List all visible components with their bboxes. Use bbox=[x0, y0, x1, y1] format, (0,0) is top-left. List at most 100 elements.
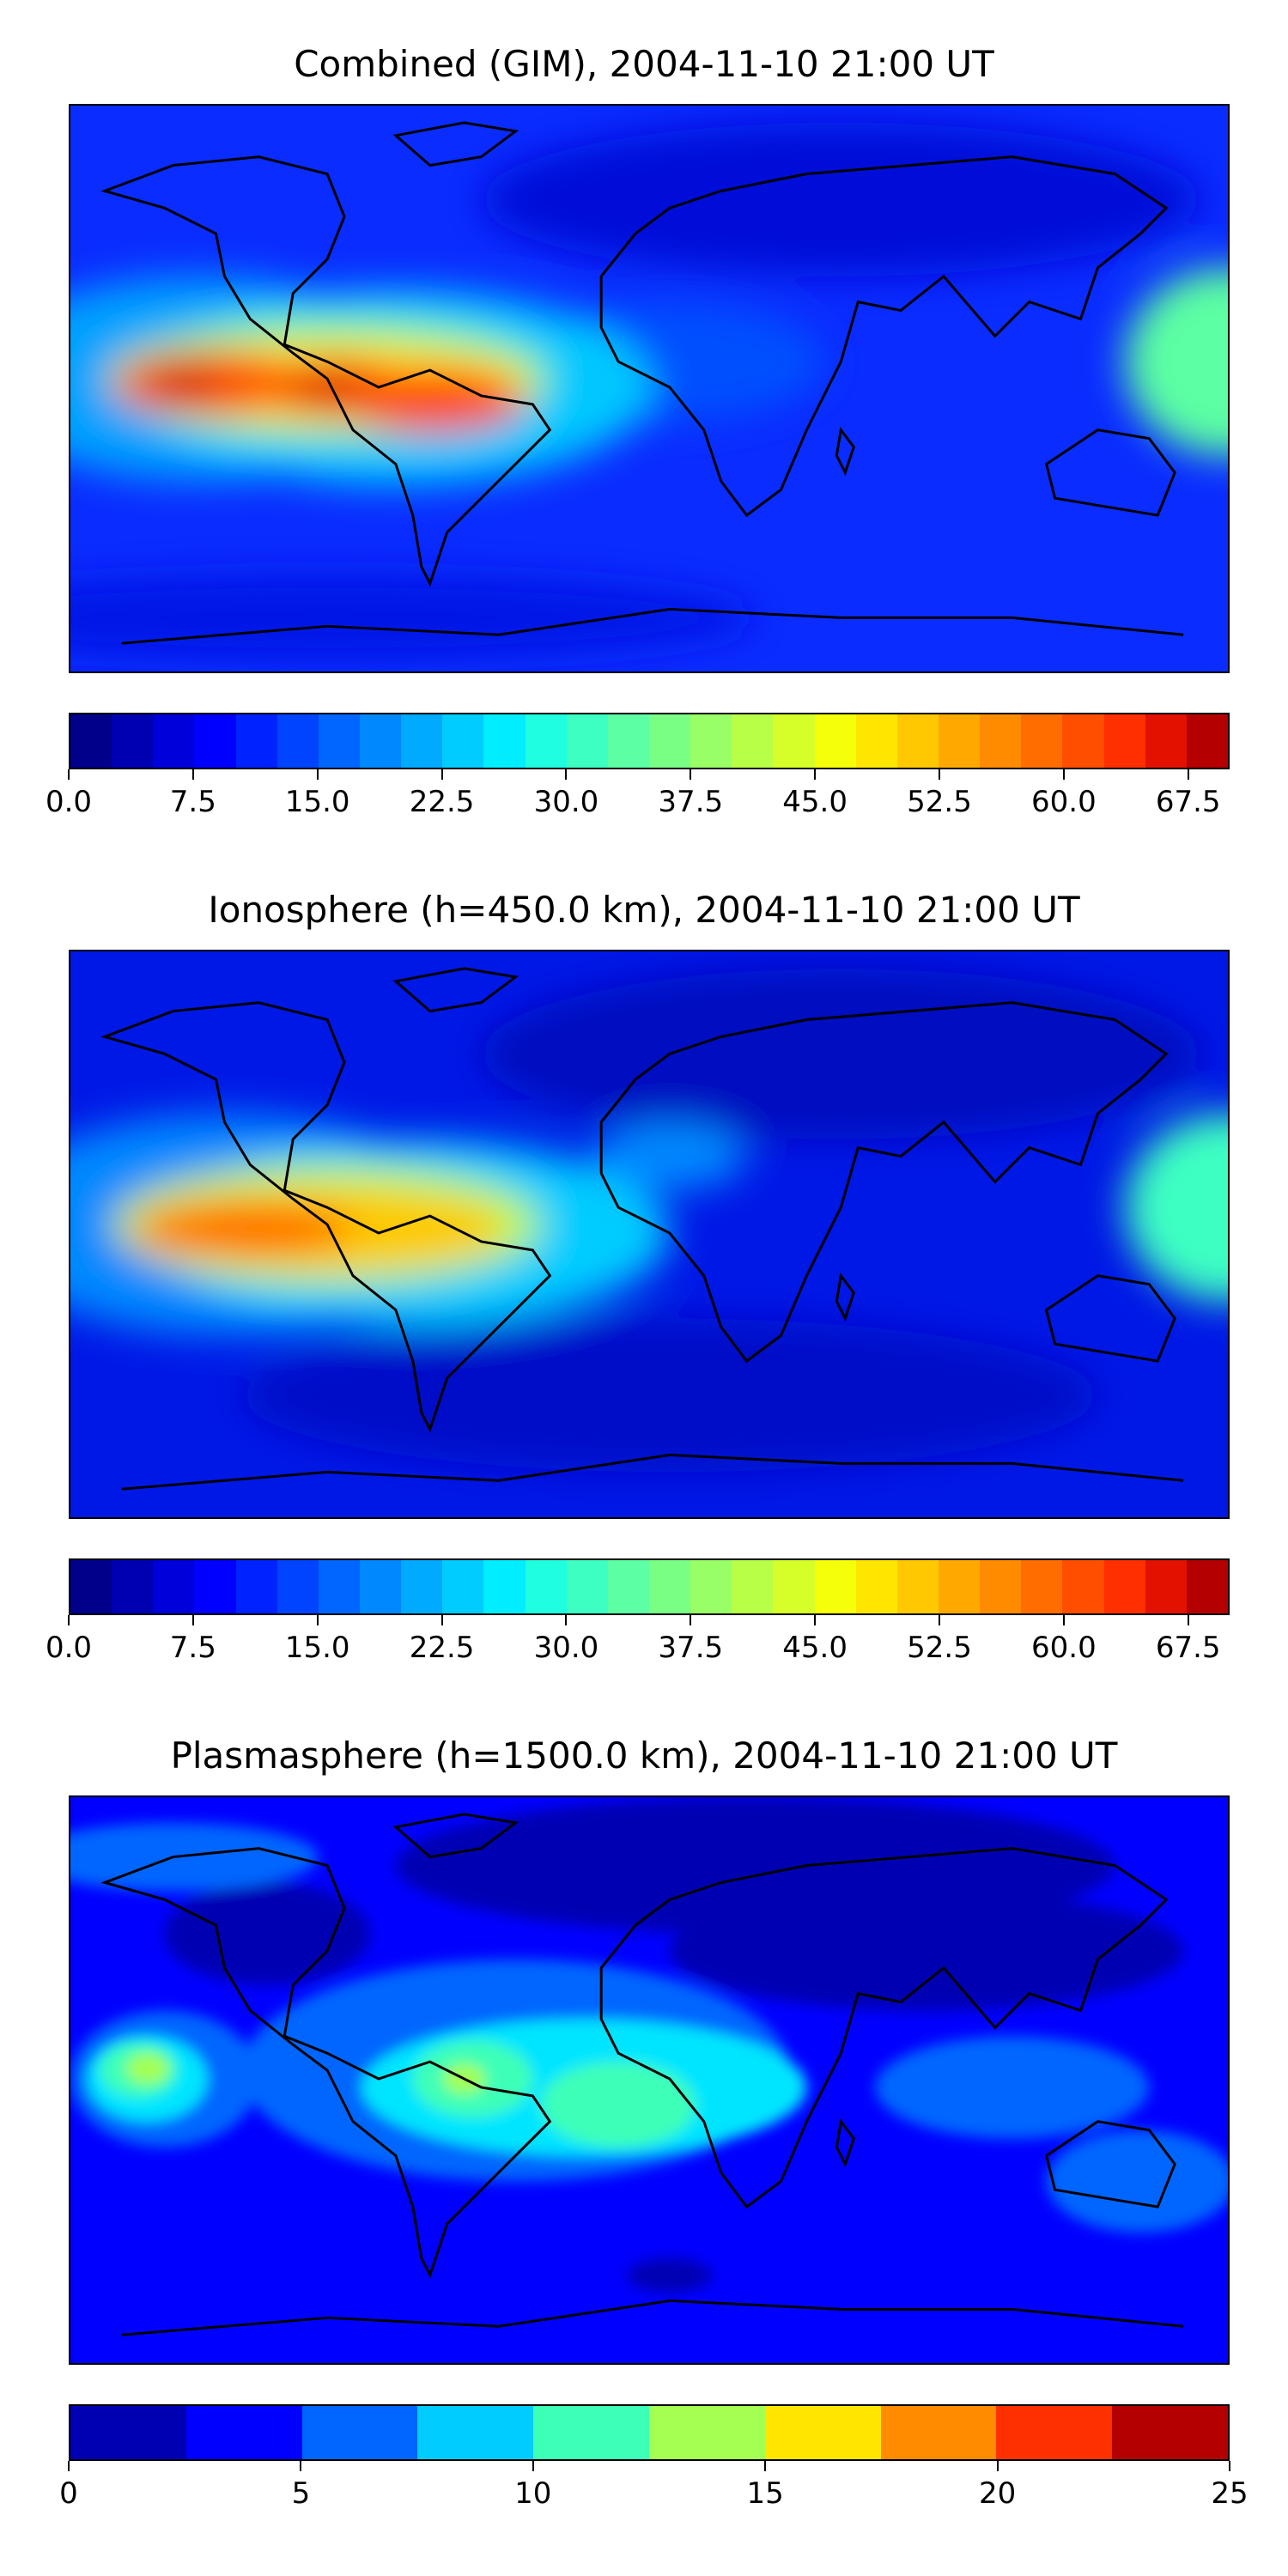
peak-region bbox=[541, 2062, 696, 2148]
colorbar-tick-label: 45.0 bbox=[782, 1631, 848, 1665]
colorbar-tick-label: 30.0 bbox=[533, 1631, 599, 1665]
colorbar-segment bbox=[566, 714, 608, 768]
low-region bbox=[481, 968, 1201, 1139]
colorbar-segment bbox=[112, 714, 154, 768]
colorbar-segment bbox=[996, 2406, 1113, 2459]
coastlines bbox=[100, 967, 1184, 1491]
colorbar-segment bbox=[235, 714, 277, 768]
colorbar-segment bbox=[648, 1560, 691, 1613]
colorbar-segment bbox=[607, 714, 649, 768]
colorbar-segment bbox=[690, 1560, 732, 1613]
colorbar-segment bbox=[1021, 1560, 1063, 1613]
colorbar-tick-label: 22.5 bbox=[409, 785, 475, 819]
colorbar-tick bbox=[191, 769, 194, 780]
mid-region bbox=[1046, 2129, 1228, 2233]
colorbar-segment bbox=[401, 714, 443, 768]
map-ionosphere bbox=[69, 950, 1230, 1519]
colorbar-tick-label: 7.5 bbox=[169, 785, 216, 819]
colorbar-tick-label: 20 bbox=[978, 2476, 1017, 2511]
colorbar-tick-label: 60.0 bbox=[1030, 1631, 1097, 1665]
panel-title-plasmasphere: Plasmasphere (h=1500.0 km), 2004-11-10 2… bbox=[170, 1735, 1118, 1777]
colorbar-segment bbox=[112, 1560, 154, 1613]
high-region bbox=[1125, 267, 1228, 456]
colorbar-segment bbox=[896, 714, 939, 768]
colorbar-segment bbox=[359, 1560, 402, 1613]
colorbar-segment bbox=[566, 1560, 608, 1613]
colorbar-segment bbox=[70, 714, 112, 768]
coastlines bbox=[100, 121, 1184, 645]
colorbar-tick bbox=[316, 1615, 319, 1625]
colorbar-tick bbox=[814, 1615, 817, 1625]
colorbar-segment bbox=[732, 714, 774, 768]
colorbar-tick-label: 67.5 bbox=[1155, 785, 1221, 819]
colorbar-segment bbox=[980, 714, 1022, 768]
colorbar-segment bbox=[980, 1560, 1022, 1613]
colorbar-segment bbox=[301, 2406, 418, 2459]
colorbar-tick bbox=[690, 1615, 692, 1625]
colorbar-tick-label: 60.0 bbox=[1030, 785, 1097, 819]
colorbar-tick-label: 10 bbox=[514, 2476, 552, 2511]
colorbar-segment bbox=[1062, 1560, 1104, 1613]
colorbar-tick-label: 37.5 bbox=[658, 785, 724, 819]
colorbar-segment bbox=[70, 2406, 186, 2459]
peak-region bbox=[125, 2053, 169, 2084]
colorbar-segment bbox=[194, 714, 236, 768]
colorbar-segment bbox=[1103, 714, 1145, 768]
colorbar-segment bbox=[648, 2406, 765, 2459]
colorbar-tick-label: 45.0 bbox=[782, 785, 848, 819]
colorbar-tick bbox=[939, 769, 940, 780]
colorbar-segment bbox=[764, 2406, 881, 2459]
peak-region bbox=[143, 368, 221, 398]
colorbar-segment bbox=[153, 714, 195, 768]
colorbar-tick bbox=[68, 769, 70, 780]
colorbar-segment bbox=[401, 1560, 443, 1613]
colorbar-segment bbox=[442, 714, 484, 768]
coastlines bbox=[100, 1813, 1184, 2336]
colorbar-tick-label: 15 bbox=[746, 2476, 784, 2511]
colorbar-ionosphere bbox=[69, 1558, 1230, 1615]
colorbar-segment bbox=[814, 714, 856, 768]
colorbar-tick bbox=[690, 769, 692, 780]
colorbar-segment bbox=[483, 1560, 526, 1613]
colorbar-tick-label: 0.0 bbox=[45, 1631, 93, 1665]
colorbar-segment bbox=[235, 1560, 277, 1613]
peak-region bbox=[336, 368, 525, 433]
colorbar-segment bbox=[880, 2406, 997, 2459]
colorbar-segment bbox=[896, 1560, 939, 1613]
peak-region bbox=[293, 374, 361, 401]
colorbar-segment bbox=[773, 1560, 815, 1613]
colorbar-segment bbox=[276, 1560, 319, 1613]
colorbar-ticks-combined: 0.0 7.5 15.0 22.5 30.0 37.5 45.0 52.5 60.0 67.5 bbox=[46, 769, 1230, 821]
colorbar-segment bbox=[417, 2406, 534, 2459]
colorbar-tick-label: 37.5 bbox=[658, 1631, 724, 1665]
colorbar-tick bbox=[565, 769, 568, 780]
low-region bbox=[241, 1318, 1098, 1473]
colorbar-tick bbox=[996, 2461, 999, 2471]
colorbar-tick-label: 30.0 bbox=[533, 785, 599, 819]
colorbar-segment bbox=[533, 2406, 649, 2459]
colorbar-segment bbox=[607, 1560, 649, 1613]
colorbar-tick-label: 25 bbox=[1211, 2476, 1249, 2511]
colorbar-segment bbox=[938, 714, 981, 768]
mid-region bbox=[875, 2036, 1150, 2139]
mid-region bbox=[592, 1121, 747, 1191]
colorbar-tick bbox=[68, 2461, 70, 2471]
colorbar-segment bbox=[1062, 714, 1104, 768]
colorbar-tick-label: 52.5 bbox=[907, 785, 972, 819]
colorbar-tick bbox=[316, 769, 319, 780]
colorbar-tick bbox=[300, 2461, 302, 2471]
colorbar-tick-label: 7.5 bbox=[169, 1631, 216, 1665]
colorbar-segment bbox=[855, 1560, 897, 1613]
colorbar-segment bbox=[1021, 714, 1063, 768]
map-plasmasphere bbox=[69, 1795, 1230, 2365]
colorbar-segment bbox=[1112, 2406, 1228, 2459]
colorbar-segment bbox=[1145, 714, 1187, 768]
high-region bbox=[1125, 1113, 1228, 1302]
map-combined bbox=[69, 104, 1230, 673]
colorbar-segment bbox=[648, 714, 691, 768]
colorbar-segment bbox=[938, 1560, 981, 1613]
colorbar-tick-label: 67.5 bbox=[1155, 1631, 1221, 1665]
colorbar-tick bbox=[191, 1615, 194, 1625]
colorbar-segment bbox=[194, 1560, 236, 1613]
colorbar-tick bbox=[764, 2461, 767, 2471]
